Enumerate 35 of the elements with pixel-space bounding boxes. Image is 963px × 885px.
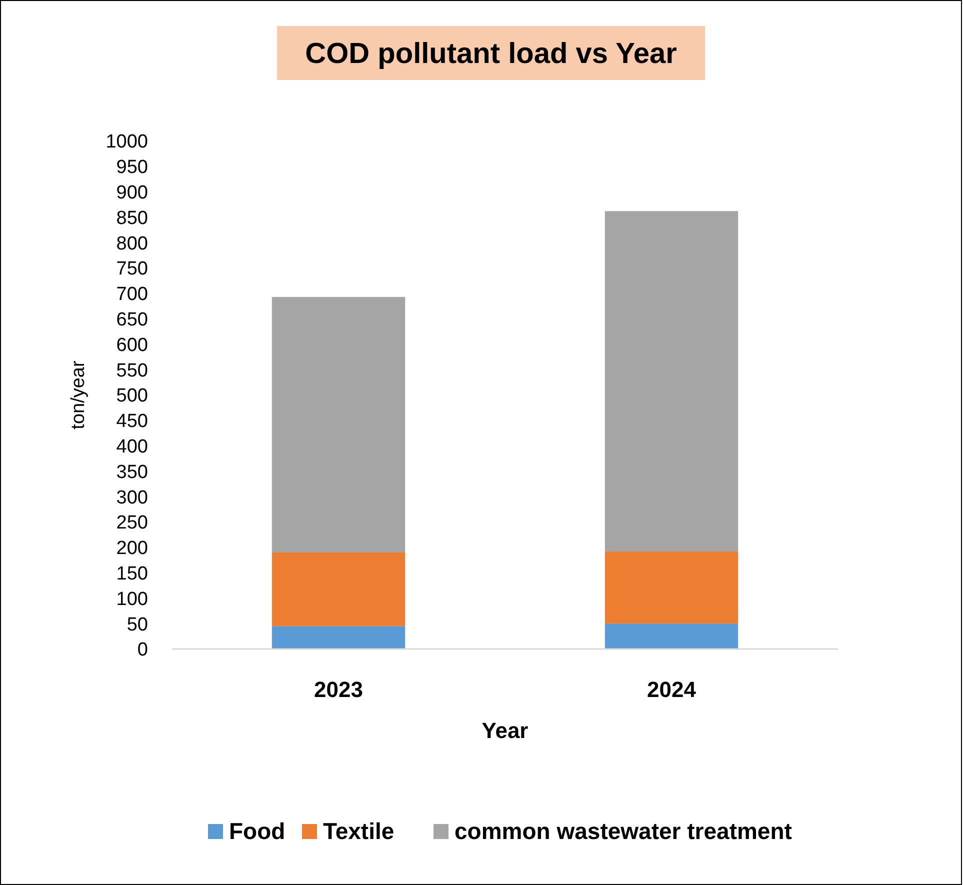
y-tick-label: 450 — [116, 411, 148, 432]
y-tick-label: 900 — [116, 182, 148, 204]
bar — [272, 552, 406, 626]
bar — [604, 211, 738, 552]
y-tick-label: 950 — [116, 157, 148, 178]
y-tick-label: 350 — [116, 462, 148, 483]
x-axis-title: Year — [482, 718, 529, 743]
y-tick-label: 850 — [116, 208, 148, 229]
bar — [604, 624, 738, 649]
y-tick-label: 0 — [137, 640, 148, 661]
bar — [604, 551, 738, 624]
bar — [272, 296, 406, 552]
legend-label: common wastewater treatment — [454, 818, 792, 844]
legend-label: Food — [229, 818, 286, 844]
y-tick-label: 200 — [116, 538, 148, 560]
y-tick-label: 600 — [116, 334, 148, 356]
y-tick-label: 150 — [116, 563, 148, 584]
y-tick-label: 650 — [116, 309, 148, 330]
chart-title: COD pollutant load vs Year — [305, 38, 677, 70]
y-tick-label: 400 — [116, 436, 148, 458]
x-tick-label: 2024 — [647, 677, 697, 702]
y-tick-label: 250 — [116, 512, 148, 534]
x-tick-label: 2023 — [314, 677, 363, 702]
y-tick-label: 1000 — [106, 132, 148, 153]
y-tick-label: 750 — [116, 258, 148, 280]
y-tick-label: 800 — [116, 233, 148, 254]
y-tick-label: 50 — [126, 614, 148, 636]
bar — [272, 626, 406, 649]
y-tick-label: 500 — [116, 386, 148, 407]
y-tick-label: 700 — [116, 284, 148, 306]
legend-label: Textile — [323, 818, 394, 844]
y-axis-title: ton/year — [68, 360, 89, 430]
y-tick-label: 100 — [116, 588, 148, 610]
y-tick-label: 300 — [116, 487, 148, 508]
y-tick-label: 550 — [116, 360, 148, 382]
